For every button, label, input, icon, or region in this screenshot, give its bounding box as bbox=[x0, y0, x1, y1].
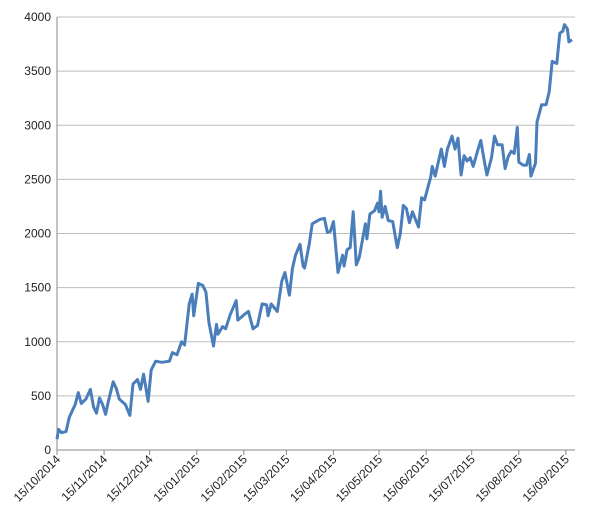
y-tick-label: 500 bbox=[31, 389, 51, 403]
x-tick-label: 15/07/2015 bbox=[425, 452, 478, 505]
x-tick-label: 15/08/2015 bbox=[473, 452, 526, 505]
x-tick-label: 15/04/2015 bbox=[287, 452, 340, 505]
x-tick-label: 15/10/2014 bbox=[11, 452, 64, 505]
x-tick-label: 15/09/2015 bbox=[520, 452, 573, 505]
x-tick-label: 15/05/2015 bbox=[333, 452, 386, 505]
data-line bbox=[55, 23, 573, 440]
x-tick-label: 15/06/2015 bbox=[380, 452, 433, 505]
x-tick-label: 15/01/2015 bbox=[151, 452, 204, 505]
y-tick-label: 2500 bbox=[24, 172, 51, 186]
y-tick-label: 1500 bbox=[24, 281, 51, 295]
x-tick-label: 15/11/2014 bbox=[58, 452, 110, 504]
y-tick-label: 0 bbox=[44, 443, 51, 457]
x-tick-label: 15/12/2014 bbox=[103, 452, 156, 505]
y-tick-label: 3000 bbox=[24, 118, 51, 132]
x-tick-label: 15/03/2015 bbox=[240, 452, 293, 505]
y-tick-label: 4000 bbox=[24, 10, 51, 24]
y-tick-label: 1000 bbox=[24, 335, 51, 349]
y-tick-label: 3500 bbox=[24, 64, 51, 78]
y-tick-label: 2000 bbox=[24, 227, 51, 241]
